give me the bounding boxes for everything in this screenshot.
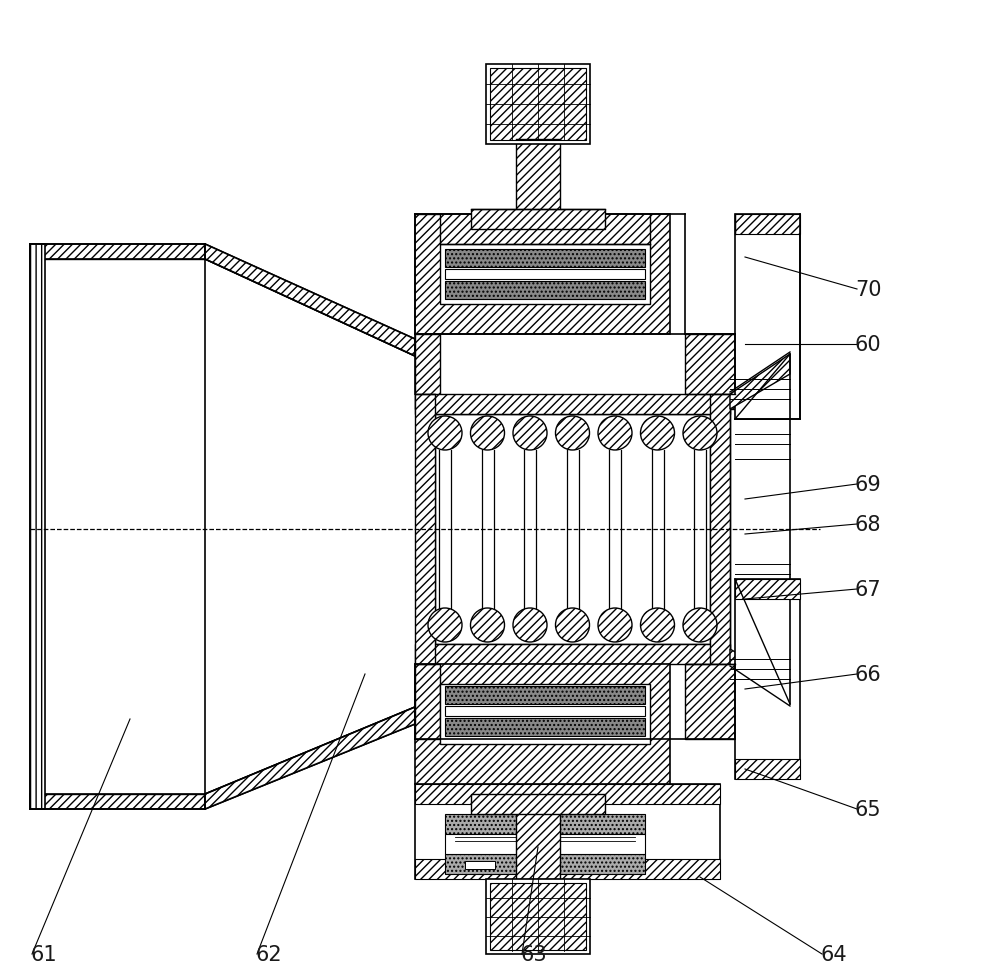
Circle shape xyxy=(428,417,462,451)
Polygon shape xyxy=(205,707,415,809)
Circle shape xyxy=(513,417,547,451)
Polygon shape xyxy=(730,649,790,704)
Text: 66: 66 xyxy=(855,664,882,685)
Text: 68: 68 xyxy=(855,514,882,534)
Bar xyxy=(440,244,650,305)
Circle shape xyxy=(640,608,674,643)
Bar xyxy=(415,664,670,784)
Text: 70: 70 xyxy=(855,280,882,299)
Bar xyxy=(735,215,800,235)
Bar xyxy=(735,579,800,600)
Bar xyxy=(516,140,560,220)
Circle shape xyxy=(556,608,590,643)
Polygon shape xyxy=(205,244,415,357)
Bar xyxy=(445,814,645,834)
Text: 63: 63 xyxy=(520,944,547,964)
Bar xyxy=(415,784,720,879)
Circle shape xyxy=(640,417,674,451)
Bar xyxy=(415,859,720,879)
Bar xyxy=(445,834,645,854)
Bar xyxy=(735,579,800,779)
Circle shape xyxy=(428,608,462,643)
Bar xyxy=(415,215,670,334)
Bar xyxy=(435,415,710,645)
Circle shape xyxy=(471,608,505,643)
Bar xyxy=(30,794,205,809)
Bar xyxy=(486,65,590,145)
Bar xyxy=(471,794,605,814)
Bar xyxy=(415,664,440,739)
Text: 60: 60 xyxy=(855,334,882,355)
Bar xyxy=(445,687,645,704)
Bar xyxy=(471,210,605,230)
Bar xyxy=(445,282,645,299)
Bar xyxy=(685,664,735,739)
Bar xyxy=(415,394,730,415)
Bar xyxy=(516,809,560,879)
Bar xyxy=(490,68,586,141)
Bar xyxy=(445,249,645,268)
Circle shape xyxy=(683,417,717,451)
Bar xyxy=(445,270,645,280)
Text: 65: 65 xyxy=(855,799,882,820)
Text: 67: 67 xyxy=(855,579,882,600)
Bar xyxy=(415,334,440,410)
Bar xyxy=(445,718,645,736)
Circle shape xyxy=(598,417,632,451)
Polygon shape xyxy=(730,355,790,410)
Bar xyxy=(445,854,645,874)
Circle shape xyxy=(513,608,547,643)
Bar xyxy=(685,334,735,410)
Bar xyxy=(735,759,800,779)
Bar xyxy=(415,645,730,664)
Circle shape xyxy=(556,417,590,451)
Text: 64: 64 xyxy=(820,944,847,964)
Polygon shape xyxy=(205,707,415,809)
Text: 61: 61 xyxy=(30,944,57,964)
Bar xyxy=(30,244,205,260)
Bar xyxy=(440,685,650,744)
Text: 69: 69 xyxy=(855,474,882,495)
Bar xyxy=(490,883,586,950)
Circle shape xyxy=(598,608,632,643)
Bar xyxy=(486,879,590,954)
Bar xyxy=(465,861,495,869)
Bar xyxy=(415,394,435,664)
Polygon shape xyxy=(205,244,415,357)
Bar xyxy=(710,394,730,664)
Bar xyxy=(735,215,800,420)
Circle shape xyxy=(471,417,505,451)
Bar xyxy=(30,244,45,809)
Bar xyxy=(415,784,720,804)
Text: 62: 62 xyxy=(255,944,282,964)
Bar xyxy=(445,706,645,716)
Circle shape xyxy=(683,608,717,643)
